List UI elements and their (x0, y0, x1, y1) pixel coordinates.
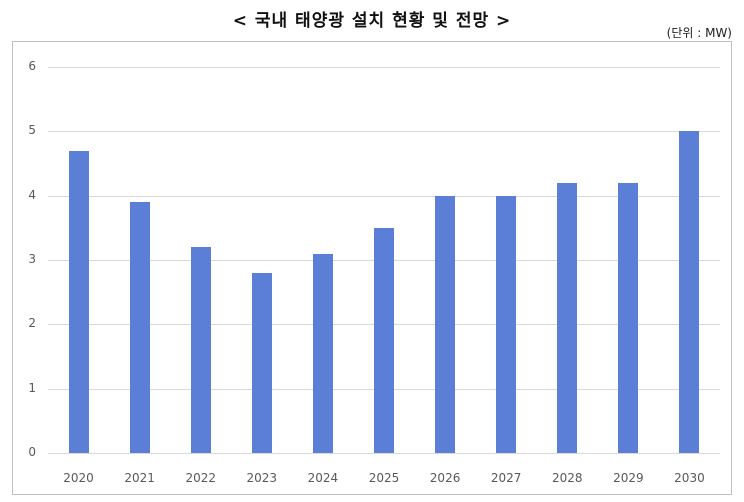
chart-frame (12, 41, 732, 495)
plot-area (48, 67, 720, 454)
x-tick-label: 2028 (551, 471, 583, 485)
bar-2022 (190, 247, 211, 453)
unit-label: (단위 : MW) (666, 26, 732, 40)
x-tick-label: 2024 (307, 471, 339, 485)
y-tick-label: 5 (28, 123, 36, 138)
y-tick-label: 1 (28, 380, 36, 395)
y-tick-label: 3 (28, 252, 36, 266)
gridline (48, 453, 720, 454)
gridline (48, 195, 720, 197)
x-tick-label: 2026 (429, 471, 461, 485)
bar-2024 (312, 253, 333, 453)
bar-2029 (618, 182, 639, 453)
x-tick-label: 2023 (246, 471, 278, 485)
x-tick-label: 2025 (368, 471, 400, 485)
x-tick-label: 2030 (674, 471, 705, 485)
gridline (48, 131, 720, 133)
bar-2025 (374, 227, 394, 453)
bar-2030 (679, 131, 700, 453)
y-tick-label: 4 (28, 187, 36, 202)
y-tick-label: 0 (28, 445, 36, 459)
bar-2027 (496, 195, 517, 453)
x-tick-label: 2022 (185, 471, 216, 485)
y-tick-label: 6 (28, 59, 36, 73)
chart-title: < 국내 태양광 설치 현황 및 전망 > (232, 11, 512, 31)
gridline (48, 67, 720, 68)
bar-2026 (435, 195, 456, 453)
bar-2021 (129, 202, 150, 453)
x-tick-label: 2020 (63, 471, 94, 485)
x-tick-label: 2027 (490, 471, 522, 485)
x-tick-label: 2029 (613, 471, 644, 485)
y-tick-label: 2 (28, 316, 36, 331)
bar-2023 (251, 272, 272, 453)
x-tick-label: 2021 (124, 471, 155, 485)
bar-2028 (557, 182, 578, 453)
bar-2020 (68, 150, 89, 453)
